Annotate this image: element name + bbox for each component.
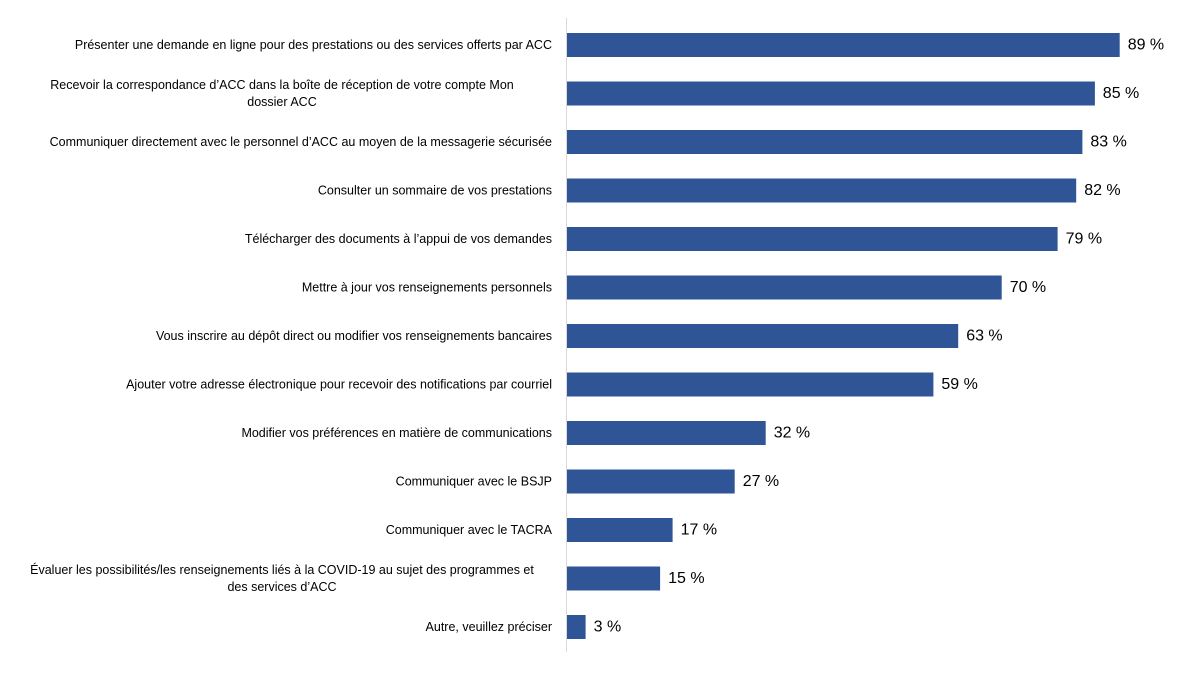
bar-13 bbox=[567, 615, 586, 639]
value-label-12: 15 % bbox=[668, 570, 704, 587]
category-label-4: Consulter un sommaire de vos prestations bbox=[318, 184, 552, 198]
category-label-line: Ajouter votre adresse électronique pour … bbox=[126, 378, 552, 392]
value-label-13: 3 % bbox=[594, 619, 622, 636]
value-label-8: 59 % bbox=[941, 376, 977, 393]
category-label-10: Communiquer avec le BSJP bbox=[396, 475, 552, 489]
category-label-11: Communiquer avec le TACRA bbox=[386, 523, 553, 537]
category-label-line: Télécharger des documents à l’appui de v… bbox=[245, 232, 552, 246]
value-label-7: 63 % bbox=[966, 328, 1002, 345]
category-label-9: Modifier vos préférences en matière de c… bbox=[241, 426, 552, 440]
category-label-line: Autre, veuillez préciser bbox=[426, 620, 552, 634]
category-label-3: Communiquer directement avec le personne… bbox=[50, 135, 552, 149]
category-label-line: Évaluer les possibilités/les renseigneme… bbox=[30, 562, 534, 577]
category-label-6: Mettre à jour vos renseignements personn… bbox=[302, 281, 552, 295]
bar-2 bbox=[567, 81, 1095, 106]
bar-9 bbox=[567, 421, 766, 445]
bar-8 bbox=[567, 372, 934, 397]
category-label-12: Évaluer les possibilités/les renseigneme… bbox=[30, 562, 534, 594]
bar-3 bbox=[567, 130, 1083, 154]
category-label-line: Mettre à jour vos renseignements personn… bbox=[302, 281, 552, 295]
value-label-1: 89 % bbox=[1128, 37, 1164, 54]
value-label-2: 85 % bbox=[1103, 85, 1139, 102]
category-label-line: Communiquer avec le TACRA bbox=[386, 523, 553, 537]
value-label-11: 17 % bbox=[681, 522, 717, 539]
category-label-13: Autre, veuillez préciser bbox=[426, 620, 552, 634]
category-label-line: des services d’ACC bbox=[227, 580, 336, 594]
bar-10 bbox=[567, 469, 735, 494]
category-label-line: Présenter une demande en ligne pour des … bbox=[75, 38, 552, 52]
category-label-5: Télécharger des documents à l’appui de v… bbox=[245, 232, 552, 246]
category-label-7: Vous inscrire au dépôt direct ou modifie… bbox=[156, 329, 552, 343]
category-label-1: Présenter une demande en ligne pour des … bbox=[75, 38, 552, 52]
bar-4 bbox=[567, 178, 1077, 203]
category-label-line: Consulter un sommaire de vos prestations bbox=[318, 184, 552, 198]
value-label-4: 82 % bbox=[1084, 182, 1120, 199]
category-label-line: Modifier vos préférences en matière de c… bbox=[241, 426, 552, 440]
value-label-5: 79 % bbox=[1066, 231, 1102, 248]
category-label-line: Communiquer avec le BSJP bbox=[396, 475, 552, 489]
category-label-line: dossier ACC bbox=[247, 95, 316, 109]
bar-5 bbox=[567, 227, 1058, 251]
category-label-line: Communiquer directement avec le personne… bbox=[50, 135, 552, 149]
category-label-line: Vous inscrire au dépôt direct ou modifie… bbox=[156, 329, 552, 343]
category-label-8: Ajouter votre adresse électronique pour … bbox=[126, 378, 552, 392]
bar-12 bbox=[567, 566, 661, 591]
value-label-6: 70 % bbox=[1010, 279, 1046, 296]
category-label-2: Recevoir la correspondance d’ACC dans la… bbox=[50, 78, 514, 109]
value-label-3: 83 % bbox=[1090, 134, 1126, 151]
bar-7 bbox=[567, 324, 959, 348]
bar-6 bbox=[567, 275, 1002, 300]
bar-11 bbox=[567, 518, 673, 542]
value-label-10: 27 % bbox=[743, 473, 779, 490]
bar-1 bbox=[567, 33, 1120, 57]
category-label-line: Recevoir la correspondance d’ACC dans la… bbox=[50, 78, 514, 92]
value-label-9: 32 % bbox=[774, 425, 810, 442]
